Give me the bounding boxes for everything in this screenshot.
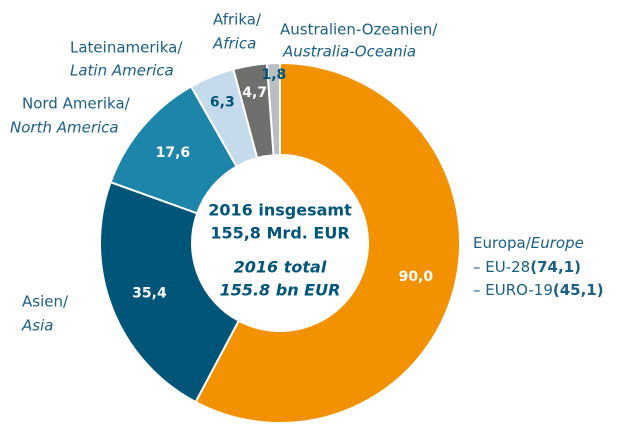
category-label: Europa/Europe	[473, 234, 584, 252]
category-name: Australien-Ozeanien/	[280, 21, 438, 39]
value-label: 4,7	[242, 85, 267, 101]
center-text: 155.8 bn EUR	[220, 281, 341, 300]
category-name-en: Asia	[21, 317, 53, 335]
category-name-en: North America	[10, 119, 119, 137]
value-label: 1,8	[261, 67, 286, 83]
center-text: 2016 total	[234, 258, 327, 277]
category-name: Asien/	[22, 293, 69, 311]
slice	[194, 61, 461, 424]
slice	[99, 180, 241, 404]
category-name-en: Africa	[212, 35, 256, 53]
sub-item-value: (74,1)	[530, 258, 581, 276]
sub-item: – EURO-19(45,1)	[473, 281, 604, 299]
category-name: Nord Amerika/	[22, 95, 131, 113]
slice	[265, 61, 281, 157]
category-name-en: Europe	[531, 234, 584, 252]
center-text: 2016 insgesamt	[208, 201, 352, 220]
category-name: Lateinamerika/	[70, 39, 183, 57]
value-label: 35,4	[132, 285, 167, 301]
value-label: 90,0	[399, 269, 434, 285]
sub-item-text: – EURO-19	[473, 281, 553, 299]
sub-item: – EU-28(74,1)	[473, 258, 581, 276]
sub-item-value: (45,1)	[553, 281, 604, 299]
category-name: Afrika/	[213, 11, 262, 29]
sub-item-text: – EU-28	[473, 258, 530, 276]
category-name-en: Australia-Oceania	[282, 43, 416, 61]
category-name-en: Latin America	[70, 62, 174, 80]
value-label: 6,3	[210, 94, 235, 110]
value-label: 17,6	[156, 145, 191, 161]
category-name: Europa/	[473, 234, 532, 252]
center-text: 155,8 Mrd. EUR	[210, 224, 349, 243]
